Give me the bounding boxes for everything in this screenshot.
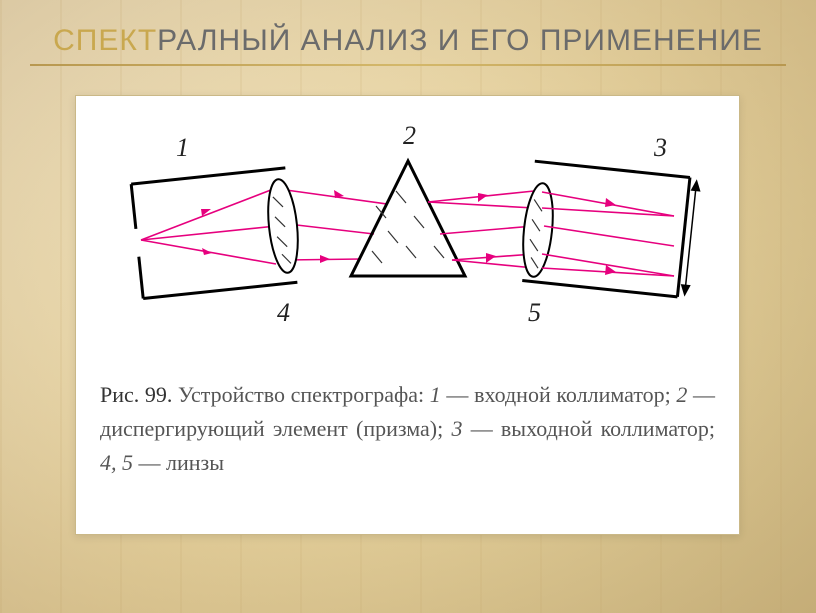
figure-caption: Рис. 99. Устройство спектрографа: 1 — вх…: [76, 366, 739, 498]
legend-num-0: 1: [430, 382, 441, 407]
label-1: 1: [176, 133, 189, 162]
label-2: 2: [403, 121, 416, 150]
rays-to-prism: [286, 190, 387, 263]
label-4: 4: [277, 298, 290, 327]
legend-text-3: линзы: [166, 450, 224, 475]
caption-body: Устройство спектрографа:: [178, 382, 424, 407]
lens-right: [519, 182, 557, 278]
rays-entrance: [141, 188, 276, 264]
legend-num-2: 3: [451, 416, 462, 441]
title-rest: РАЛНЫЙ АНАЛИЗ И ЕГО ПРИМЕНЕНИЕ: [157, 24, 763, 57]
title-divider: [30, 64, 786, 66]
rays-exit: [542, 192, 674, 276]
label-3: 3: [653, 133, 667, 162]
caption-prefix: Рис. 99.: [100, 382, 172, 407]
label-5: 5: [528, 298, 541, 327]
title-accent: СПЕКТ: [53, 24, 157, 57]
legend-text-2: выходной коллиматор: [501, 416, 709, 441]
prism: [351, 161, 465, 276]
legend-text-0: входной коллиматор: [474, 382, 665, 407]
lens-left: [264, 178, 302, 274]
legend-num-3: 4, 5: [100, 450, 133, 475]
legend-num-1: 2: [676, 382, 687, 407]
legend-text-1: диспергирующий элемент (призма): [100, 416, 437, 441]
figure-panel: 1 2 3 4 5 Рис. 99. Устройство спектрогра…: [75, 95, 740, 535]
spectrograph-diagram: 1 2 3 4 5: [76, 96, 739, 366]
page-title: СПЕКТРАЛНЫЙ АНАЛИЗ И ЕГО ПРИМЕНЕНИЕ: [53, 24, 763, 58]
rays-from-prism: [428, 191, 534, 268]
